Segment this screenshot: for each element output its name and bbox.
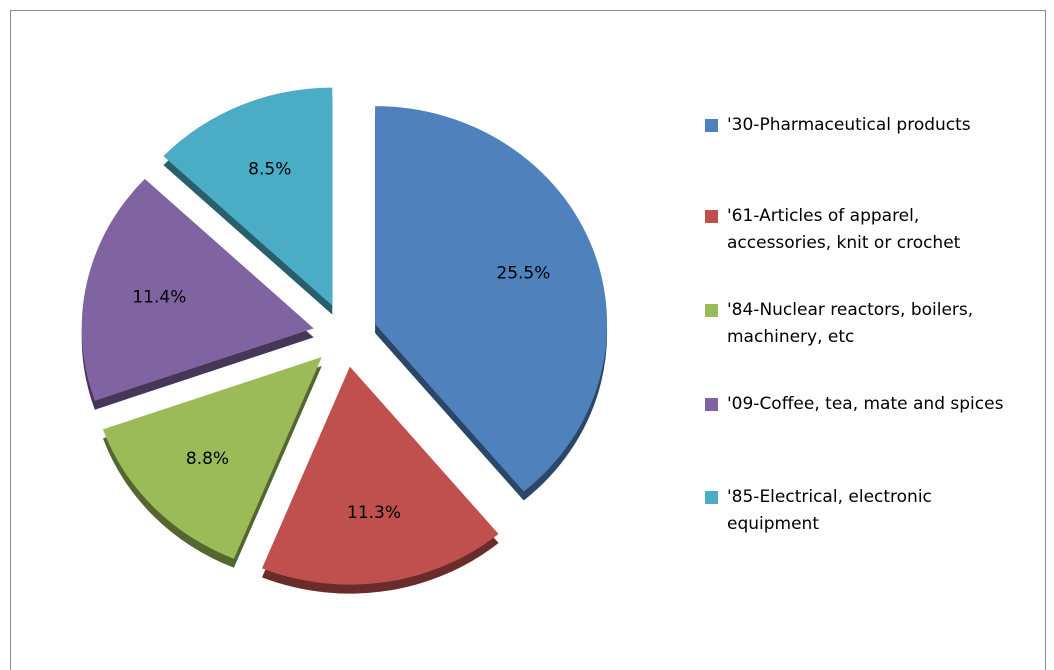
legend-label: '30-Pharmaceutical products	[727, 115, 971, 135]
legend-swatch	[705, 491, 718, 504]
legend-item: '61-Articles of apparel, accessories, kn…	[705, 203, 1027, 257]
legend-swatch	[705, 119, 718, 132]
legend-item: '85-Electrical, electronic equipment	[705, 484, 1027, 538]
legend-swatch	[705, 210, 718, 223]
chart-frame	[10, 10, 1046, 670]
legend-item: '30-Pharmaceutical products	[705, 112, 1027, 139]
legend-swatch	[705, 304, 718, 317]
legend-label: '09-Coffee, tea, mate and spices	[727, 394, 1004, 414]
slice-label: 8.8%	[186, 449, 229, 469]
legend-item: '84-Nuclear reactors, boilers, machinery…	[705, 297, 1027, 351]
pie-slice	[375, 106, 608, 492]
slice-label: 11.3%	[347, 503, 401, 523]
pie-slice	[81, 178, 314, 401]
legend-label: '84-Nuclear reactors, boilers, machinery…	[727, 300, 974, 347]
pie-slice	[102, 357, 322, 559]
slice-label: 25.5%	[496, 264, 550, 284]
slice-label: 8.5%	[248, 160, 291, 180]
pie-slice	[163, 87, 333, 306]
slice-label: 11.4%	[132, 288, 186, 308]
legend-label: '85-Electrical, electronic equipment	[727, 487, 932, 534]
pie-slice	[262, 366, 499, 585]
legend-swatch	[705, 398, 718, 411]
legend-label: '61-Articles of apparel, accessories, kn…	[727, 206, 961, 253]
legend-item: '09-Coffee, tea, mate and spices	[705, 391, 1027, 418]
